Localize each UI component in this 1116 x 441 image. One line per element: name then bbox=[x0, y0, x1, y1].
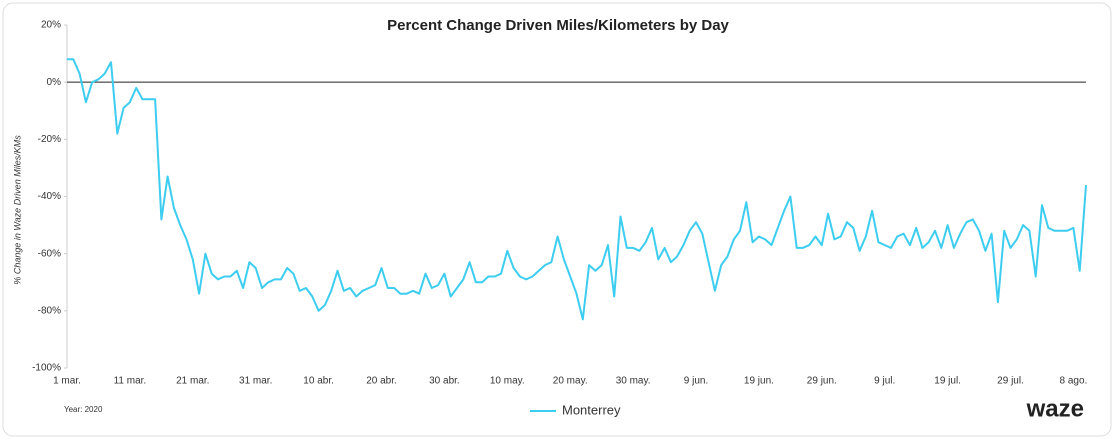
x-tick-label: 21 mar. bbox=[176, 376, 209, 387]
x-tick-label: 9 jun. bbox=[684, 376, 708, 387]
y-tick-label: 20% bbox=[41, 20, 61, 31]
x-tick-label: 9 jul. bbox=[874, 376, 895, 387]
y-tick-label: -20% bbox=[38, 134, 61, 145]
note: Year: 2020 bbox=[64, 405, 103, 414]
logo: waze bbox=[1026, 395, 1084, 422]
x-tick-label: 10 abr. bbox=[303, 376, 334, 387]
data-line bbox=[67, 58, 1087, 321]
x-tick-label: 19 jun. bbox=[744, 376, 774, 387]
x-tick-label: 29 jul. bbox=[997, 376, 1024, 387]
y-tick-label: -80% bbox=[38, 305, 61, 316]
x-tick-label: 20 abr. bbox=[366, 376, 397, 387]
y-tick-label: -100% bbox=[32, 363, 61, 374]
y-tick-label: 0% bbox=[47, 77, 62, 88]
x-tick-label: 11 mar. bbox=[114, 376, 147, 387]
x-tick-label: 30 abr. bbox=[429, 376, 460, 387]
x-tick-label: 10 may. bbox=[490, 376, 525, 387]
y-axis-label: % Change in Waze Driven Miles/KMs bbox=[12, 135, 22, 285]
chart-title: Percent Change Driven Miles/Kilometers b… bbox=[387, 17, 729, 34]
x-tick-label: 20 may. bbox=[553, 376, 588, 387]
x-tick-label: 31 mar. bbox=[239, 376, 272, 387]
x-tick-label: 1 mar. bbox=[53, 376, 81, 387]
x-tick-label: 19 jul. bbox=[934, 376, 961, 387]
x-tick-label: 29 jun. bbox=[807, 376, 837, 387]
legend-label: Monterrey bbox=[562, 402, 621, 417]
y-tick-label: -40% bbox=[38, 191, 61, 202]
x-tick-label: 30 may. bbox=[616, 376, 651, 387]
x-tick-label: 8 ago. bbox=[1060, 376, 1088, 387]
y-tick-label: -60% bbox=[38, 248, 61, 259]
